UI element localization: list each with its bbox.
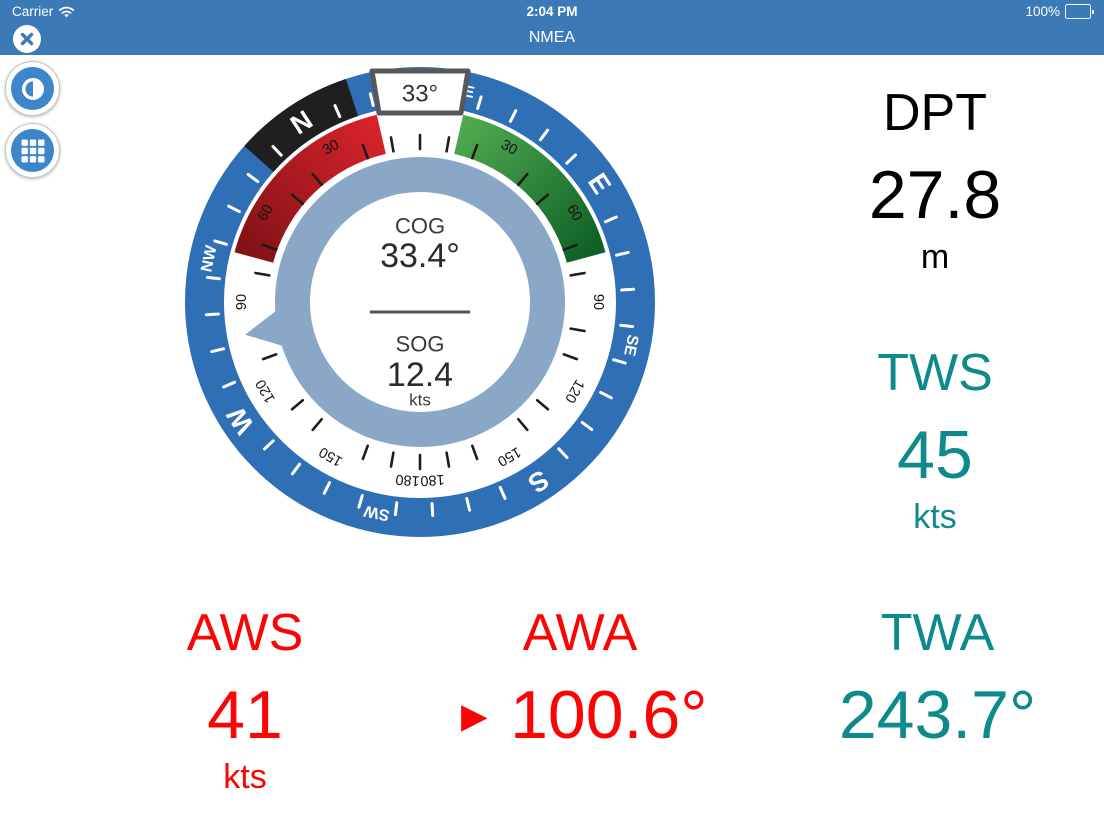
clock: 2:04 PM <box>526 4 578 19</box>
carrier-label: Carrier <box>12 4 75 19</box>
svg-text:SW: SW <box>362 502 392 524</box>
metric-unit: kts <box>913 498 957 536</box>
heading-box: 33° <box>369 68 471 116</box>
close-button[interactable] <box>13 25 41 53</box>
svg-text:120: 120 <box>561 377 587 406</box>
contrast-toggle-button[interactable] <box>5 61 60 116</box>
battery-percent: 100% <box>1025 4 1060 19</box>
carrier-text: Carrier <box>12 4 54 19</box>
metric-value: 41 <box>207 677 283 753</box>
wind-pointer <box>245 310 284 347</box>
metric-value: ► 100.6° <box>420 677 740 753</box>
grid-layout-button[interactable] <box>5 123 60 178</box>
metric-value: 243.7° <box>838 677 1037 753</box>
svg-text:150: 150 <box>495 443 524 469</box>
apparent-wind-angle-metric: AWA ► 100.6° <box>420 605 740 753</box>
port-arc <box>234 114 386 263</box>
sog-value: 12.4 <box>387 356 453 394</box>
metric-value: 45 <box>897 417 973 493</box>
metric-unit: m <box>920 238 950 276</box>
metric-label: TWS <box>877 344 993 402</box>
header-bar: Carrier 2:04 PM 100% NMEA <box>0 0 1104 55</box>
metric-label: AWA <box>522 604 638 662</box>
wifi-icon <box>59 6 75 17</box>
depth-metric: DPT 27.8 m <box>825 85 1045 279</box>
apparent-wind-speed-metric: AWS 41 kts <box>135 605 355 799</box>
svg-text:60: 60 <box>255 202 277 224</box>
svg-text:180: 180 <box>395 471 420 489</box>
compass-rose: NNEESESSWWNW3030606090901201201501501801… <box>185 67 655 537</box>
metric-label: DPT <box>883 84 987 142</box>
grid-icon <box>11 129 54 172</box>
wind-direction-arrow-icon: ► <box>452 692 497 741</box>
svg-text:150: 150 <box>317 443 346 469</box>
wind-ring <box>245 157 565 447</box>
cog-value: 33.4° <box>380 237 460 275</box>
true-wind-speed-metric: TWS 45 kts <box>825 345 1045 539</box>
metric-label: TWA <box>880 604 995 662</box>
close-icon <box>20 32 34 46</box>
svg-text:30: 30 <box>320 137 342 159</box>
battery-icon <box>1065 4 1094 19</box>
page-title: NMEA <box>528 29 576 46</box>
svg-text:90: 90 <box>234 294 250 310</box>
svg-text:30: 30 <box>498 137 520 159</box>
metric-value-text: 100.6° <box>510 677 708 753</box>
svg-text:60: 60 <box>563 202 585 224</box>
starboard-arc <box>454 114 606 263</box>
true-wind-angle-metric: TWA 243.7° <box>815 605 1060 753</box>
svg-text:90: 90 <box>590 294 606 310</box>
contrast-icon <box>11 67 54 110</box>
svg-text:NW: NW <box>198 243 220 273</box>
svg-text:SE: SE <box>620 333 641 358</box>
status-bar: Carrier 2:04 PM 100% <box>0 0 1104 22</box>
metric-label: AWS <box>186 604 304 662</box>
svg-text:180: 180 <box>420 471 445 489</box>
north-segment <box>244 79 359 172</box>
sog-label: SOG <box>396 332 445 357</box>
svg-text:120: 120 <box>253 377 279 406</box>
sog-unit: kts <box>409 391 431 410</box>
battery-status: 100% <box>1025 4 1094 19</box>
metric-unit: kts <box>223 758 267 796</box>
cog-label: COG <box>395 214 445 239</box>
heading-box-value: 33° <box>402 81 438 108</box>
metric-value: 27.8 <box>868 157 1002 233</box>
